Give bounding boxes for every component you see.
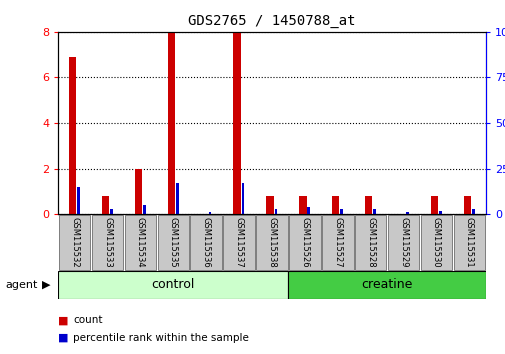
Bar (373, 209, 375, 214)
Bar (209, 212, 211, 214)
FancyBboxPatch shape (59, 215, 90, 270)
Bar (463, 196, 470, 214)
Text: GSM115532: GSM115532 (70, 217, 79, 268)
FancyBboxPatch shape (321, 215, 353, 270)
Text: count: count (73, 315, 103, 325)
Bar (134, 169, 142, 214)
FancyBboxPatch shape (354, 215, 386, 270)
Bar (77, 187, 80, 214)
Text: GSM115536: GSM115536 (201, 217, 210, 268)
FancyBboxPatch shape (124, 215, 156, 270)
FancyBboxPatch shape (387, 215, 419, 270)
FancyBboxPatch shape (223, 215, 255, 270)
Bar (69, 57, 76, 214)
Bar (340, 209, 342, 214)
Bar (241, 183, 244, 214)
Text: GSM115537: GSM115537 (234, 217, 243, 268)
FancyBboxPatch shape (288, 271, 485, 299)
Bar (406, 212, 408, 214)
FancyBboxPatch shape (288, 215, 320, 270)
Text: GSM115534: GSM115534 (136, 217, 144, 268)
Bar (430, 196, 437, 214)
Text: GSM115535: GSM115535 (169, 217, 177, 268)
Bar (266, 196, 273, 214)
FancyBboxPatch shape (190, 215, 222, 270)
Text: GSM115526: GSM115526 (300, 217, 309, 268)
Bar (233, 32, 240, 214)
Bar (167, 32, 175, 214)
FancyBboxPatch shape (256, 215, 287, 270)
Text: GSM115529: GSM115529 (398, 217, 407, 268)
Text: GDS2765 / 1450788_at: GDS2765 / 1450788_at (188, 14, 355, 28)
Bar (110, 209, 113, 214)
Text: GSM115530: GSM115530 (431, 217, 440, 268)
Bar (143, 205, 145, 214)
Text: GSM115533: GSM115533 (103, 217, 112, 268)
Text: ▶: ▶ (41, 280, 50, 290)
Text: GSM115527: GSM115527 (333, 217, 341, 268)
Bar (331, 196, 339, 214)
Text: ■: ■ (58, 333, 69, 343)
FancyBboxPatch shape (452, 215, 484, 270)
Text: percentile rank within the sample: percentile rank within the sample (73, 333, 249, 343)
Text: GSM115531: GSM115531 (464, 217, 473, 268)
Text: GSM115538: GSM115538 (267, 217, 276, 268)
FancyBboxPatch shape (58, 271, 288, 299)
Bar (274, 209, 277, 214)
Bar (364, 196, 372, 214)
FancyBboxPatch shape (157, 215, 189, 270)
Bar (471, 209, 474, 214)
Bar (438, 211, 441, 214)
Bar (307, 207, 310, 214)
Text: agent: agent (5, 280, 37, 290)
Bar (298, 196, 306, 214)
Text: creatine: creatine (361, 279, 412, 291)
Text: ■: ■ (58, 315, 69, 325)
Text: GSM115528: GSM115528 (366, 217, 374, 268)
FancyBboxPatch shape (420, 215, 451, 270)
Bar (176, 183, 178, 214)
Bar (102, 196, 109, 214)
FancyBboxPatch shape (91, 215, 123, 270)
Text: control: control (152, 279, 194, 291)
